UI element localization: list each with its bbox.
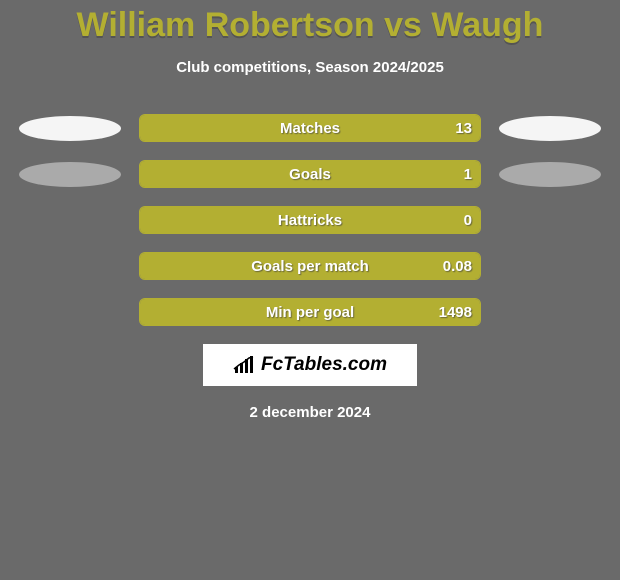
- player1-avatar-placeholder: [19, 208, 121, 233]
- stat-label: Hattricks: [278, 207, 342, 234]
- player2-avatar-placeholder: [499, 300, 601, 325]
- stat-bar: Min per goal 1498: [139, 298, 481, 326]
- stat-bar: Hattricks 0: [139, 206, 481, 234]
- stats-rows: Matches 13 Goals 1 Hattricks 0 Goals per match…: [0, 114, 620, 326]
- logo: FcTables.com: [203, 344, 417, 386]
- stat-label: Goals: [289, 161, 331, 188]
- player2-avatar-placeholder: [499, 208, 601, 233]
- stat-bar: Goals per match 0.08: [139, 252, 481, 280]
- date: 2 december 2024: [0, 404, 620, 421]
- stat-row: Hattricks 0: [0, 206, 620, 234]
- player1-avatar-placeholder: [19, 162, 121, 187]
- player1-avatar-placeholder: [19, 300, 121, 325]
- player2-avatar-placeholder: [499, 162, 601, 187]
- stat-row: Matches 13: [0, 114, 620, 142]
- stat-label: Min per goal: [266, 299, 354, 326]
- player2-avatar-placeholder: [499, 254, 601, 279]
- stat-row: Goals 1: [0, 160, 620, 188]
- subtitle: Club competitions, Season 2024/2025: [0, 59, 620, 76]
- stat-value-right: 1498: [439, 299, 472, 326]
- stat-value-right: 13: [455, 115, 472, 142]
- stat-row: Min per goal 1498: [0, 298, 620, 326]
- stat-row: Goals per match 0.08: [0, 252, 620, 280]
- player1-avatar-placeholder: [19, 254, 121, 279]
- stat-value-right: 1: [464, 161, 472, 188]
- stat-label: Matches: [280, 115, 340, 142]
- stat-bar: Matches 13: [139, 114, 481, 142]
- chart-icon: [233, 355, 255, 375]
- page-title: William Robertson vs Waugh: [0, 0, 620, 45]
- stat-value-right: 0: [464, 207, 472, 234]
- player2-avatar-placeholder: [499, 116, 601, 141]
- stat-value-right: 0.08: [443, 253, 472, 280]
- stat-label: Goals per match: [251, 253, 369, 280]
- player1-avatar-placeholder: [19, 116, 121, 141]
- logo-text: FcTables.com: [261, 354, 387, 376]
- stat-bar: Goals 1: [139, 160, 481, 188]
